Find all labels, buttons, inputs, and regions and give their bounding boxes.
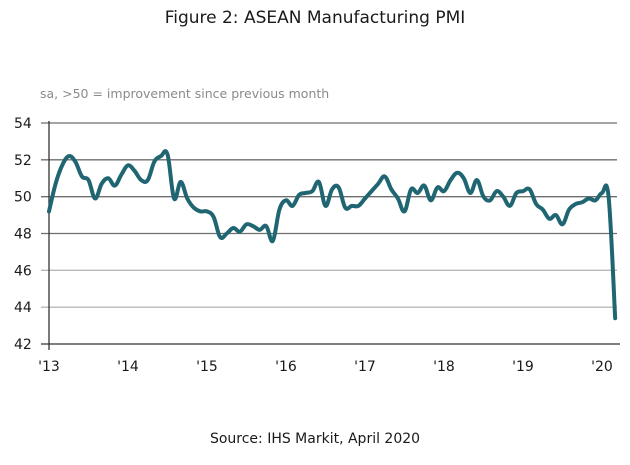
x-tick-label: '13: [38, 359, 60, 375]
x-tick-label: '16: [275, 359, 297, 375]
x-tick-label: '15: [196, 359, 218, 375]
chart-subtitle: sa, >50 = improvement since previous mon…: [40, 86, 330, 101]
y-tick-label: 42: [14, 337, 32, 353]
y-tick-label: 52: [14, 153, 32, 169]
y-tick-label: 50: [14, 190, 32, 206]
chart-source: Source: IHS Markit, April 2020: [209, 431, 421, 447]
x-tick-label: '18: [433, 359, 455, 375]
y-tick-label: 46: [14, 263, 32, 279]
y-axis: 54 52 50 48 46 44 42: [14, 116, 50, 353]
series-layer: [47, 149, 618, 321]
x-tick-label: '20: [591, 359, 613, 375]
y-tick-label: 44: [14, 300, 32, 316]
y-tick-label: 54: [14, 116, 32, 132]
chart-title: Figure 2: ASEAN Manufacturing PMI: [164, 8, 466, 28]
y-tick-label: 48: [14, 227, 32, 243]
series-line-0: [47, 149, 618, 321]
gridlines: [41, 122, 617, 308]
x-axis: '13 '14 '15 '16 '17 '18 '19 '20: [38, 343, 620, 375]
x-tick-label: '17: [354, 359, 376, 375]
x-tick-label: '14: [117, 359, 139, 375]
x-tick-label: '19: [512, 359, 534, 375]
